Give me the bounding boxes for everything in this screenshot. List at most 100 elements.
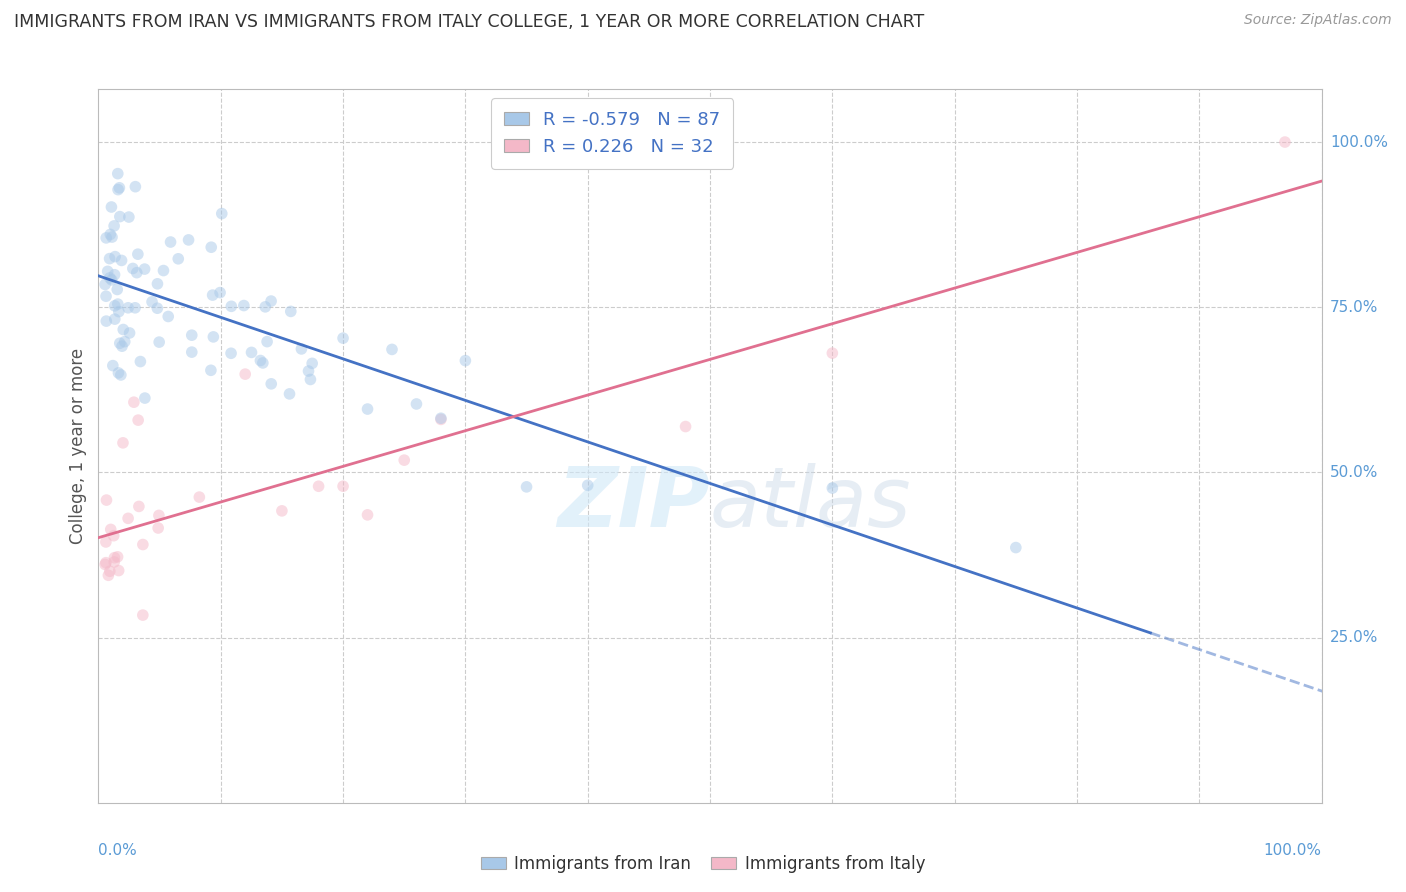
Point bbox=[96, 493, 118, 508]
Point bbox=[152, 263, 174, 277]
Point bbox=[100, 273, 122, 287]
Point bbox=[110, 368, 132, 382]
Text: 50.0%: 50.0% bbox=[1330, 465, 1378, 480]
Point bbox=[98, 564, 121, 578]
Point bbox=[141, 294, 163, 309]
Text: 75.0%: 75.0% bbox=[1330, 300, 1378, 315]
Point bbox=[97, 568, 120, 582]
Point bbox=[299, 372, 322, 386]
Point bbox=[103, 268, 125, 282]
Point bbox=[256, 334, 278, 349]
Point bbox=[94, 558, 117, 572]
Point bbox=[104, 250, 127, 264]
Point bbox=[1004, 541, 1026, 555]
Point bbox=[260, 294, 283, 309]
Point bbox=[240, 345, 263, 359]
Point bbox=[108, 304, 131, 318]
Point bbox=[290, 342, 312, 356]
Point bbox=[821, 346, 844, 360]
Point bbox=[1274, 135, 1296, 149]
Point bbox=[103, 529, 125, 543]
Point bbox=[332, 479, 354, 493]
Point bbox=[108, 336, 131, 351]
Point bbox=[308, 479, 330, 493]
Point bbox=[232, 299, 254, 313]
Point bbox=[405, 397, 427, 411]
Point bbox=[675, 419, 697, 434]
Point bbox=[128, 500, 150, 514]
Point bbox=[821, 481, 844, 495]
Point bbox=[108, 181, 131, 195]
Point bbox=[97, 264, 120, 278]
Point bbox=[209, 285, 232, 300]
Point bbox=[107, 183, 129, 197]
Point bbox=[118, 326, 141, 340]
Text: atlas: atlas bbox=[710, 463, 911, 543]
Point bbox=[129, 354, 152, 368]
Point bbox=[103, 219, 125, 233]
Point bbox=[104, 312, 127, 326]
Text: 25.0%: 25.0% bbox=[1330, 630, 1378, 645]
Point bbox=[94, 277, 117, 292]
Point bbox=[98, 271, 121, 285]
Point bbox=[233, 367, 256, 381]
Point bbox=[122, 395, 145, 409]
Point bbox=[356, 402, 378, 417]
Point bbox=[454, 353, 477, 368]
Point bbox=[148, 508, 170, 523]
Point bbox=[108, 210, 131, 224]
Point bbox=[219, 346, 242, 360]
Point bbox=[200, 363, 222, 377]
Point bbox=[125, 266, 148, 280]
Point bbox=[148, 335, 170, 350]
Legend: Immigrants from Iran, Immigrants from Italy: Immigrants from Iran, Immigrants from It… bbox=[474, 848, 932, 880]
Text: ZIP: ZIP bbox=[557, 463, 710, 543]
Point bbox=[177, 233, 200, 247]
Point bbox=[188, 490, 211, 504]
Point bbox=[280, 304, 302, 318]
Legend: R = -0.579   N = 87, R = 0.226   N = 32: R = -0.579 N = 87, R = 0.226 N = 32 bbox=[491, 98, 734, 169]
Point bbox=[254, 300, 277, 314]
Point bbox=[107, 366, 129, 380]
Point bbox=[121, 261, 143, 276]
Point bbox=[249, 353, 271, 368]
Point bbox=[98, 252, 121, 266]
Point bbox=[278, 387, 301, 401]
Point bbox=[146, 301, 169, 316]
Point bbox=[96, 314, 118, 328]
Point bbox=[127, 247, 149, 261]
Point bbox=[159, 235, 181, 249]
Point bbox=[100, 523, 122, 537]
Point bbox=[332, 331, 354, 345]
Point bbox=[392, 453, 416, 467]
Point bbox=[112, 322, 135, 336]
Point bbox=[110, 253, 132, 268]
Point bbox=[101, 230, 124, 244]
Point bbox=[111, 339, 134, 353]
Point bbox=[252, 356, 274, 370]
Point bbox=[117, 301, 139, 315]
Point bbox=[107, 549, 129, 564]
Text: IMMIGRANTS FROM IRAN VS IMMIGRANTS FROM ITALY COLLEGE, 1 YEAR OR MORE CORRELATIO: IMMIGRANTS FROM IRAN VS IMMIGRANTS FROM … bbox=[14, 13, 924, 31]
Point bbox=[430, 412, 453, 426]
Point bbox=[515, 480, 537, 494]
Point bbox=[430, 411, 453, 425]
Point bbox=[301, 356, 323, 370]
Point bbox=[576, 478, 599, 492]
Point bbox=[107, 564, 129, 578]
Point bbox=[132, 608, 155, 623]
Point bbox=[94, 535, 117, 549]
Text: 100.0%: 100.0% bbox=[1330, 135, 1388, 150]
Point bbox=[94, 289, 117, 303]
Point bbox=[114, 334, 136, 349]
Point bbox=[94, 556, 117, 570]
Point bbox=[107, 167, 129, 181]
Point bbox=[105, 283, 128, 297]
Point bbox=[134, 262, 156, 277]
Point bbox=[180, 328, 202, 343]
Text: 0.0%: 0.0% bbox=[98, 843, 138, 858]
Point bbox=[103, 550, 125, 565]
Point bbox=[132, 537, 155, 551]
Point bbox=[104, 299, 127, 313]
Point bbox=[103, 555, 125, 569]
